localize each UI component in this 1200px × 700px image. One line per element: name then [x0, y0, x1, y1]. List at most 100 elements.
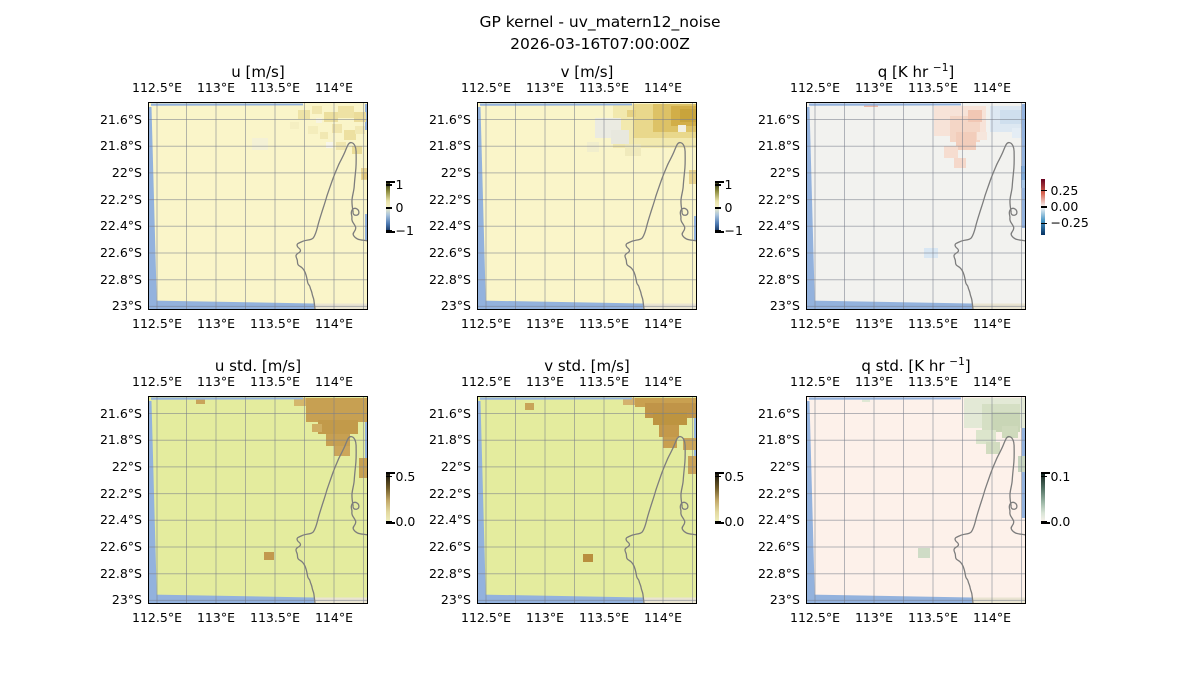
colorbar-cap-top	[386, 181, 395, 183]
x-tick-label-bottom: 114°E	[314, 316, 353, 331]
colorbar-gradient	[386, 473, 390, 523]
colorbar-tick	[1041, 475, 1047, 478]
panel-title-u_std: u std. [m/s]	[148, 353, 368, 375]
y-tick-label: 22.8°S	[757, 271, 800, 287]
colorbar-gradient	[715, 182, 719, 232]
panel-title-text: q std. [K hr	[861, 357, 950, 375]
data-field-patch	[264, 552, 274, 560]
x-tick-label-top: 112.5°E	[790, 80, 840, 95]
y-tick-label: 22.4°S	[757, 218, 800, 234]
map-area-v_std	[477, 396, 697, 604]
colorbar-tick-label: −1	[724, 222, 743, 238]
x-tick-label-bottom: 113°E	[854, 610, 893, 625]
ocean-edge	[148, 594, 314, 604]
x-tick-label-bottom: 113.5°E	[579, 610, 629, 625]
y-tick-label: 21.8°S	[428, 138, 471, 154]
map-svg-u_std	[148, 396, 368, 604]
data-field-patch	[1021, 180, 1026, 188]
y-tick-label: 22.2°S	[99, 191, 142, 207]
colorbar-cap-top	[1041, 472, 1050, 474]
colorbar-tick-label: 0.25	[1050, 182, 1079, 198]
coastline	[624, 435, 697, 604]
x-tick-label-top: 113.5°E	[250, 80, 300, 95]
data-field-patch	[294, 398, 310, 406]
data-field-patch	[326, 142, 333, 148]
y-tick-label: 23°S	[769, 298, 800, 314]
x-tick-label-bottom: 113°E	[525, 610, 564, 625]
y-tick-label: 22.2°S	[428, 191, 471, 207]
y-tick-label: 22.6°S	[99, 539, 142, 554]
x-tick-label-top: 113°E	[854, 80, 893, 95]
map-svg-q	[806, 102, 1026, 310]
x-tick-label-top: 113.5°E	[250, 374, 300, 389]
y-tick-label: 22.6°S	[99, 245, 142, 260]
y-tick-label: 22.2°S	[757, 191, 800, 207]
data-field-patch	[918, 548, 930, 558]
x-tick-label-top: 113.5°E	[908, 80, 958, 95]
colorbar-tick-label: 1	[724, 177, 733, 192]
figure-title: GP kernel - uv_matern12_noise 2026-03-16…	[0, 11, 1200, 55]
y-tick-label: 21.8°S	[99, 432, 142, 448]
coastline	[624, 141, 697, 310]
coastline	[953, 141, 1026, 310]
x-tick-label-bottom: 112.5°E	[790, 316, 840, 331]
y-tick-label: 23°S	[440, 298, 471, 314]
y-tick-label: 22.2°S	[99, 485, 142, 501]
data-field-patch	[968, 110, 982, 122]
y-tick-label: 23°S	[111, 298, 142, 314]
ocean-edge	[806, 401, 815, 604]
data-field-patch	[312, 424, 322, 432]
panel-title-text: v [m/s]	[560, 63, 614, 81]
data-field-patch	[954, 158, 966, 168]
y-tick-label: 22.4°S	[428, 218, 471, 234]
ocean-edge	[148, 401, 157, 604]
y-tick-label: 23°S	[111, 592, 142, 608]
data-field-patch	[977, 132, 987, 140]
x-tick-label-bottom: 114°E	[643, 610, 682, 625]
colorbar-cap-top	[386, 472, 395, 474]
y-tick-label: 22.8°S	[99, 565, 142, 581]
y-tick-label: 21.6°S	[428, 405, 471, 421]
y-tick-label: 21.8°S	[757, 138, 800, 154]
data-field-patch	[362, 172, 368, 179]
x-tick-label-bottom: 113.5°E	[250, 610, 300, 625]
colorbar-tick	[715, 184, 721, 186]
panel-title-text: v std. [m/s]	[544, 357, 630, 375]
colorbar-tick-label: −0.25	[1050, 215, 1089, 231]
colorbar-tick	[386, 229, 392, 232]
y-tick-label: 22°S	[111, 164, 142, 180]
y-tick-label: 22.4°S	[99, 512, 142, 528]
x-tick-label-bottom: 113°E	[196, 610, 235, 625]
colorbar-u: 1 0 −1	[386, 177, 414, 238]
data-field-patch	[332, 124, 342, 133]
map-area-q_std	[806, 396, 1026, 604]
y-tick-label: 21.6°S	[99, 111, 142, 127]
data-field-patch	[320, 132, 328, 139]
colorbar-tick-label: −1	[395, 222, 414, 238]
x-tick-label-bottom: 113°E	[854, 316, 893, 331]
colorbar-q: 0.25 0.00 −0.25	[1041, 179, 1089, 235]
colorbar-tick	[715, 229, 721, 232]
colorbar-cap-bottom	[715, 231, 724, 233]
colorbar-cap-top	[715, 472, 724, 474]
colorbar-gradient	[386, 182, 390, 232]
x-tick-label-top: 114°E	[643, 80, 682, 95]
ocean-edge	[806, 300, 972, 310]
data-field-patch	[944, 146, 958, 158]
colorbar-cap-top	[715, 181, 724, 183]
colorbar-tick	[386, 475, 392, 478]
ocean-edge	[148, 300, 314, 310]
x-tick-label-top: 114°E	[314, 80, 353, 95]
y-tick-label: 21.6°S	[99, 405, 142, 421]
colorbar-tick-label: 0	[395, 200, 404, 215]
data-field-patch	[627, 110, 636, 117]
panel-title-v_std: v std. [m/s]	[477, 353, 697, 375]
data-field-patch	[365, 214, 368, 240]
panel-title-q_std: q std. [K hr −1]	[806, 353, 1026, 375]
y-tick-label: 21.6°S	[757, 405, 800, 421]
data-field-patch	[525, 403, 534, 410]
colorbar-tick	[386, 184, 392, 186]
data-field-patch	[678, 125, 686, 132]
x-tick-label-top: 112.5°E	[790, 374, 840, 389]
data-field-patch	[352, 146, 362, 154]
